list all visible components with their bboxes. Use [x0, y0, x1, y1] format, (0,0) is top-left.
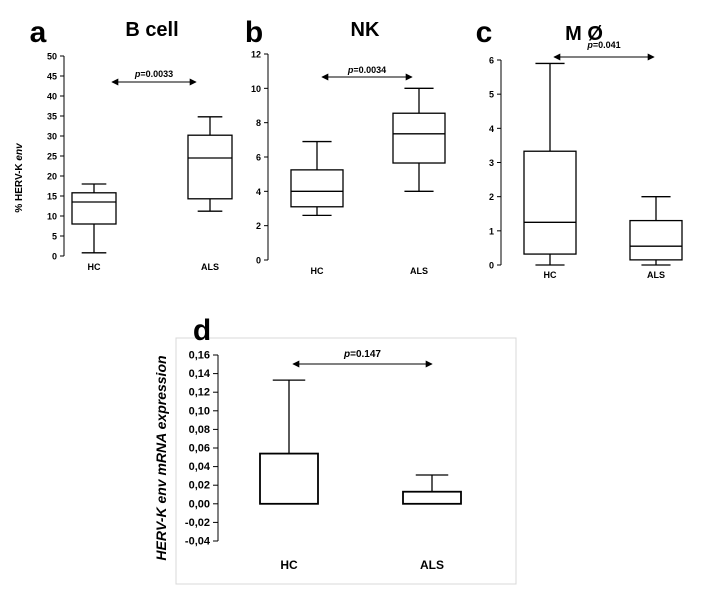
panel-a-als-box	[187, 134, 233, 200]
panel-a-hc-box	[71, 192, 117, 225]
p-symbol: p	[134, 69, 141, 79]
panel-c-hc-category-label: HC	[544, 270, 557, 280]
panel-b-tick-label: 8	[256, 118, 261, 128]
panel-b-als-box	[392, 112, 446, 164]
panel-a-hc-category-label: HC	[88, 262, 101, 272]
panel-c-tick-label: 4	[489, 124, 494, 134]
p-number: =0.0033	[140, 69, 173, 79]
panel-c-tick-label: 6	[489, 56, 494, 66]
panel-c-als-box	[629, 219, 683, 261]
panel-d-y-label: HERV-K env mRNA expression	[153, 355, 169, 560]
panel-b-als-category-label: ALS	[410, 266, 428, 276]
panel-b-hc-box	[290, 169, 344, 208]
panel-d-hc-box	[259, 452, 319, 505]
panel-b-tick-label: 2	[256, 221, 261, 231]
panel-a-tick-label: 5	[52, 232, 57, 242]
panel-c-title: M Ø	[565, 23, 603, 45]
panel-c-tick-label: 2	[489, 192, 494, 202]
p-number: =0.0034	[353, 65, 386, 75]
p-number: =0.041	[593, 40, 621, 50]
panel-b-p-value: p=0.0034	[347, 65, 386, 75]
p-number: =0.147	[350, 349, 381, 360]
panel-c-tick-label: 1	[489, 226, 494, 236]
panel-d-p-value: p=0.147	[343, 349, 381, 360]
panel-b-tick-label: 4	[256, 187, 261, 197]
panel-d-tick-label: -0,04	[185, 536, 211, 548]
panel-a-tick-label: 45	[47, 72, 57, 82]
panel-d-tick-label: 0,08	[189, 424, 210, 436]
y-label-italic: env	[14, 142, 25, 161]
panel-a-tick-label: 35	[47, 112, 57, 122]
panel-a-p-value: p=0.0033	[134, 69, 173, 79]
p-symbol: p	[347, 65, 354, 75]
panel-a-tick-label: 15	[47, 192, 57, 202]
panel-d-tick-label: 0,14	[189, 368, 211, 380]
panel-a-y-label: % HERV-K env	[14, 142, 25, 213]
panel-a-tick-label: 20	[47, 172, 57, 182]
panel-a-tick-label: 30	[47, 132, 57, 142]
panel-d-tick-label: 0,02	[189, 480, 210, 492]
panel-d-tick-label: 0,10	[189, 405, 210, 417]
panel-c-tick-label: 0	[489, 261, 494, 271]
panel-a-tick-label: 50	[47, 52, 57, 62]
panel-c-tick-label: 3	[489, 158, 494, 168]
panel-c-als-category-label: ALS	[647, 270, 665, 280]
panel-c-tick-label: 5	[489, 90, 494, 100]
panel-d-tick-label: 0,16	[189, 350, 210, 362]
panel-c-hc-box	[523, 150, 577, 255]
y-label-prefix: % HERV-K	[14, 161, 25, 213]
panel-c-p-value: p=0.041	[586, 40, 620, 50]
panel-b-letter: b	[245, 16, 263, 49]
panel-b-tick-label: 12	[251, 50, 261, 60]
panel-d-hc-category-label: HC	[280, 558, 298, 572]
p-symbol: p	[343, 349, 350, 360]
panel-d-tick-label: 0,06	[189, 443, 210, 455]
panel-b-title: NK	[351, 19, 380, 41]
panel-d-tick-label: 0,12	[189, 387, 210, 399]
panel-a-tick-label: 10	[47, 212, 57, 222]
panel-b-tick-label: 10	[251, 84, 261, 94]
panel-d-als-box	[402, 490, 462, 505]
p-symbol: p	[586, 40, 593, 50]
panel-d-frame	[175, 337, 517, 585]
panel-a-letter: a	[30, 16, 47, 49]
panel-c-letter: c	[476, 16, 493, 49]
panel-b-tick-label: 6	[256, 153, 261, 163]
panel-a-tick-label: 25	[47, 152, 57, 162]
panel-b-tick-label: 0	[256, 256, 261, 266]
panel-d-als-category-label: ALS	[420, 558, 444, 572]
panel-a-tick-label: 0	[52, 252, 57, 262]
panel-d-tick-label: -0,02	[185, 517, 210, 529]
panel-d-letter: d	[193, 314, 211, 347]
panel-a-als-category-label: ALS	[201, 262, 219, 272]
panel-d-tick-label: 0,00	[189, 498, 210, 510]
panel-b-hc-category-label: HC	[311, 266, 324, 276]
panel-d-tick-label: 0,04	[189, 461, 211, 473]
panel-a-tick-label: 40	[47, 92, 57, 102]
panel-a-title: B cell	[125, 19, 178, 41]
